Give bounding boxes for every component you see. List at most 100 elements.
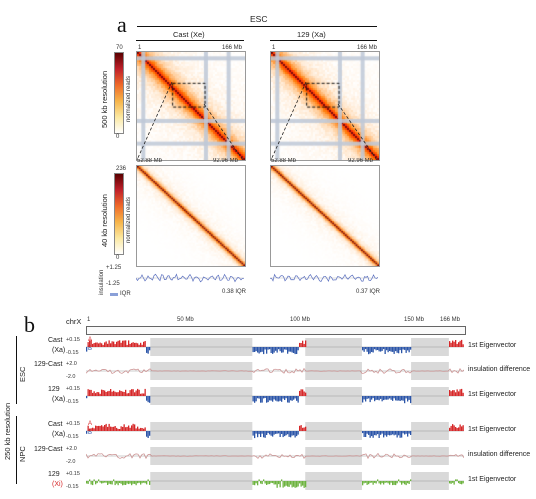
eigenvector-bar bbox=[104, 481, 106, 483]
compartment-b-mark: B bbox=[88, 346, 93, 352]
eigenvector-bar bbox=[126, 481, 128, 484]
eigenvector-bar bbox=[116, 341, 118, 347]
eigenvector-bar bbox=[96, 481, 98, 484]
eigenvector-bar bbox=[401, 347, 403, 354]
eigenvector-bar bbox=[101, 343, 103, 347]
eigenvector-bar bbox=[122, 426, 124, 431]
eigenvector-bar bbox=[396, 481, 398, 484]
colorbar2-max: 236 bbox=[116, 166, 127, 172]
eigenvector-bar bbox=[374, 396, 376, 402]
eigenvector-bar bbox=[404, 481, 406, 485]
eigenvector-bar bbox=[395, 396, 397, 401]
eigenvector-bar bbox=[398, 431, 400, 436]
eigenvector-bar bbox=[285, 431, 287, 436]
eigenvector-bar bbox=[131, 389, 133, 396]
eigenvector-bar bbox=[410, 347, 412, 350]
eigenvector-bar bbox=[270, 431, 272, 436]
ruler-tick-100mb: 100 Mb bbox=[290, 317, 311, 323]
ruler-tick-166mb: 166 Mb bbox=[440, 317, 461, 323]
chromosome-ruler bbox=[86, 326, 466, 335]
eigenvector-bar bbox=[366, 347, 368, 352]
track-plot-2 bbox=[86, 387, 464, 405]
panel-b-letter: b bbox=[24, 312, 35, 337]
hm1-start-tick: 1 bbox=[138, 45, 142, 51]
eigenvector-bar bbox=[272, 481, 274, 484]
eigenvector-bar bbox=[369, 431, 371, 438]
eigenvector-bar bbox=[395, 347, 397, 352]
eigenvector-bar bbox=[258, 396, 260, 399]
eigenvector-bar bbox=[459, 340, 461, 347]
eigenvector-bar bbox=[128, 340, 130, 347]
eigenvector-bar bbox=[282, 347, 284, 353]
eigenvector-bar bbox=[273, 431, 275, 435]
eigenvector-bar bbox=[291, 347, 293, 353]
group-label-esc: ESC bbox=[250, 14, 268, 24]
eigenvector-bar bbox=[120, 342, 122, 347]
eigenvector-bar bbox=[276, 347, 278, 353]
eigenvector-bar bbox=[297, 481, 299, 487]
eigenvector-bar bbox=[147, 347, 149, 354]
eigenvector-bar bbox=[263, 396, 265, 399]
eigenvector-bar bbox=[291, 431, 293, 436]
eigenvector-bar bbox=[135, 428, 137, 431]
eigenvector-bar bbox=[462, 481, 464, 484]
eigenvector-bar bbox=[98, 479, 100, 481]
eigenvector-bar bbox=[111, 481, 113, 485]
eigenvector-bar bbox=[273, 347, 275, 353]
eigenvector-bar bbox=[255, 347, 257, 352]
eigenvector-bar bbox=[396, 431, 398, 438]
eigenvector-bar bbox=[113, 341, 115, 347]
eigenvector-bar bbox=[366, 431, 368, 434]
eigenvector-bar bbox=[107, 391, 109, 396]
eigenvector-bar bbox=[254, 347, 256, 352]
eigenvector-bar bbox=[294, 396, 296, 399]
eigenvector-bar bbox=[288, 431, 290, 437]
eigenvector-bar bbox=[303, 481, 305, 488]
eigenvector-bar bbox=[395, 481, 397, 486]
eigenvector-bar bbox=[108, 481, 110, 484]
eigenvector-bar bbox=[365, 347, 367, 350]
eigenvector-bar bbox=[453, 481, 455, 485]
track-subname: (Xa) bbox=[52, 431, 66, 438]
iqr-swatch bbox=[110, 293, 118, 296]
eigenvector-bar bbox=[105, 341, 107, 347]
eigenvector-bar bbox=[384, 431, 386, 436]
eigenvector-bar bbox=[111, 391, 113, 396]
track-plot-0 bbox=[86, 338, 464, 356]
hm4-canvas bbox=[271, 166, 379, 266]
eigenvector-bar bbox=[126, 393, 128, 396]
insulation-line bbox=[270, 273, 378, 283]
eigenvector-bar bbox=[401, 396, 403, 401]
eigenvector-bar bbox=[96, 426, 98, 431]
eigenvector-bar bbox=[393, 481, 395, 485]
eigenvector-bar bbox=[398, 347, 400, 354]
eigenvector-bar bbox=[288, 347, 290, 352]
eigenvector-bar bbox=[362, 481, 364, 486]
eigenvector-bar bbox=[110, 389, 112, 396]
eigenvector-bar bbox=[114, 481, 116, 486]
track-name: 129-Cast bbox=[34, 361, 63, 368]
column-label-129: 129 (Xa) bbox=[297, 30, 326, 39]
eigenvector-bar bbox=[389, 481, 391, 485]
eigenvector-bar bbox=[89, 479, 91, 481]
eigenvector-bar bbox=[281, 431, 283, 434]
eigenvector-bar bbox=[453, 425, 455, 431]
eigenvector-bar bbox=[458, 391, 460, 396]
compartment-a-mark: A bbox=[88, 337, 93, 343]
chromosome-label: chrX bbox=[66, 317, 82, 326]
eigenvector-bar bbox=[410, 479, 412, 481]
eigenvector-bar bbox=[299, 481, 301, 484]
eigenvector-bar bbox=[300, 343, 302, 347]
eigenvector-bar bbox=[93, 428, 95, 431]
eigenvector-bar bbox=[398, 396, 400, 401]
eigenvector-bar bbox=[401, 431, 403, 438]
eigenvector-bar bbox=[402, 481, 404, 484]
eigenvector-bar bbox=[104, 390, 106, 396]
eigenvector-bar bbox=[89, 428, 91, 431]
eigenvector-bar bbox=[293, 481, 295, 487]
eigenvector-bar bbox=[458, 342, 460, 347]
eigenvector-bar bbox=[252, 396, 254, 402]
track-description: 1st Eigenvector bbox=[468, 476, 517, 483]
eigenvector-bar bbox=[392, 481, 394, 486]
eigenvector-bar bbox=[296, 347, 298, 354]
